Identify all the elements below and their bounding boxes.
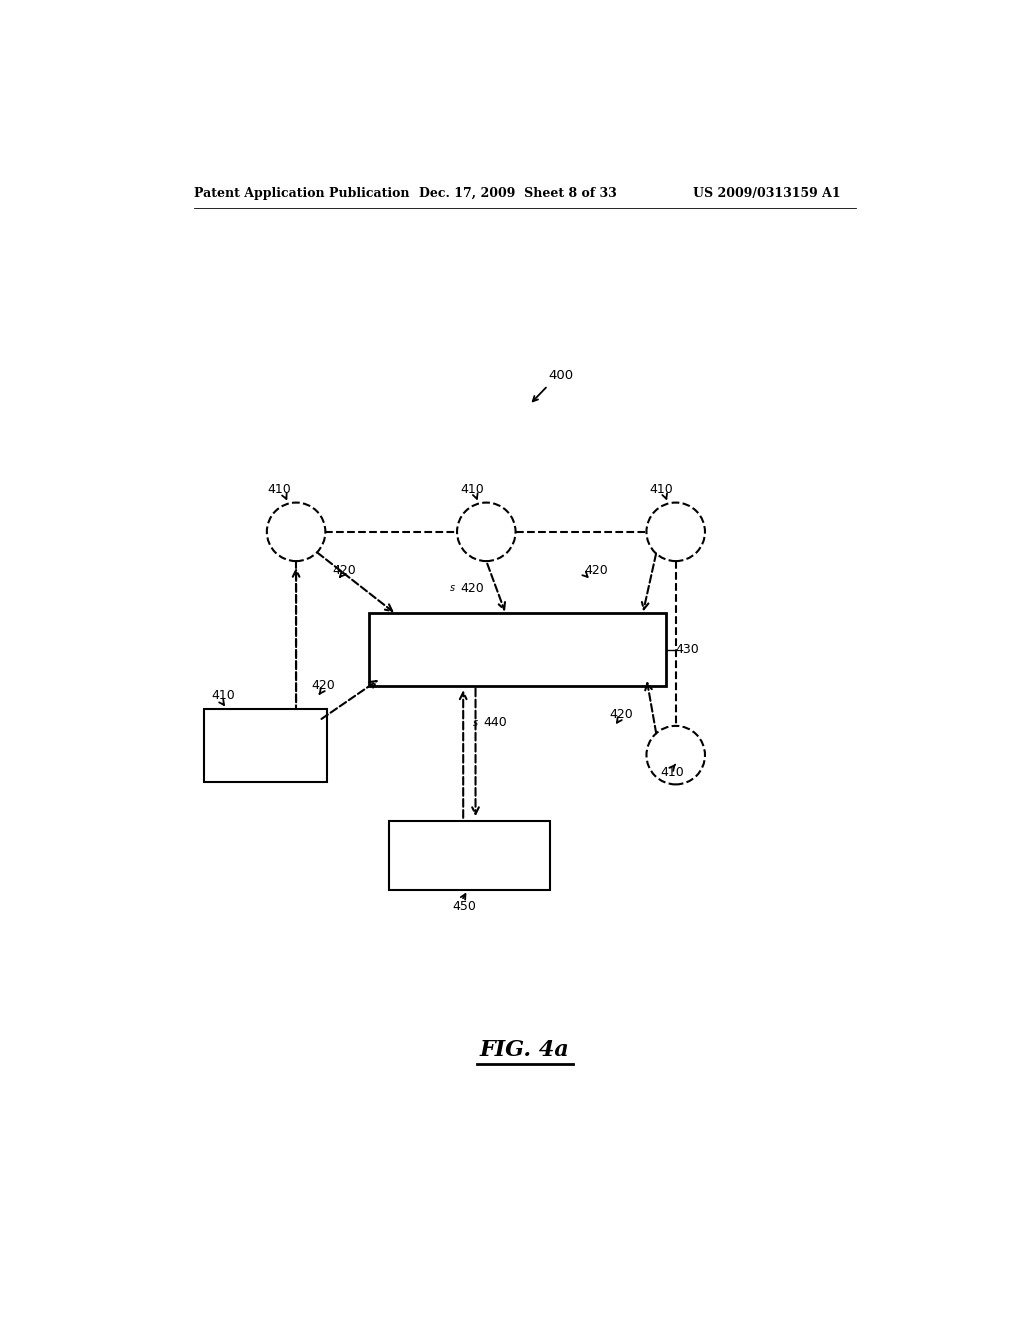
Text: 420: 420 — [585, 564, 608, 577]
Text: SCANNING
SYSTEM: SCANNING SYSTEM — [230, 731, 301, 759]
Text: Patent Application Publication: Patent Application Publication — [194, 186, 410, 199]
Text: 420: 420 — [333, 564, 356, 577]
Text: US 2009/0313159 A1: US 2009/0313159 A1 — [692, 186, 841, 199]
Text: Dec. 17, 2009  Sheet 8 of 33: Dec. 17, 2009 Sheet 8 of 33 — [419, 186, 617, 199]
Text: FIG. 4a: FIG. 4a — [480, 1039, 569, 1061]
Bar — [388, 821, 550, 890]
Text: s: s — [451, 583, 456, 593]
Text: 430: 430 — [676, 643, 699, 656]
Text: 440: 440 — [483, 717, 507, 730]
Text: s: s — [473, 718, 478, 727]
Text: 420: 420 — [311, 680, 335, 693]
Text: 410: 410 — [649, 483, 674, 496]
Text: 410: 410 — [460, 483, 484, 496]
Text: 400: 400 — [548, 370, 573, 381]
Bar — [204, 709, 327, 781]
Text: 2ND COMPUTER: 2ND COMPUTER — [417, 849, 522, 862]
Text: 450: 450 — [453, 900, 476, 913]
Text: 410: 410 — [660, 767, 684, 779]
Bar — [370, 612, 666, 686]
Text: 410: 410 — [267, 483, 292, 496]
Text: FIRST COMPUTER: FIRST COMPUTER — [449, 643, 586, 656]
Text: 410: 410 — [211, 689, 236, 702]
Text: 420: 420 — [609, 708, 633, 721]
Text: 420: 420 — [460, 582, 484, 594]
